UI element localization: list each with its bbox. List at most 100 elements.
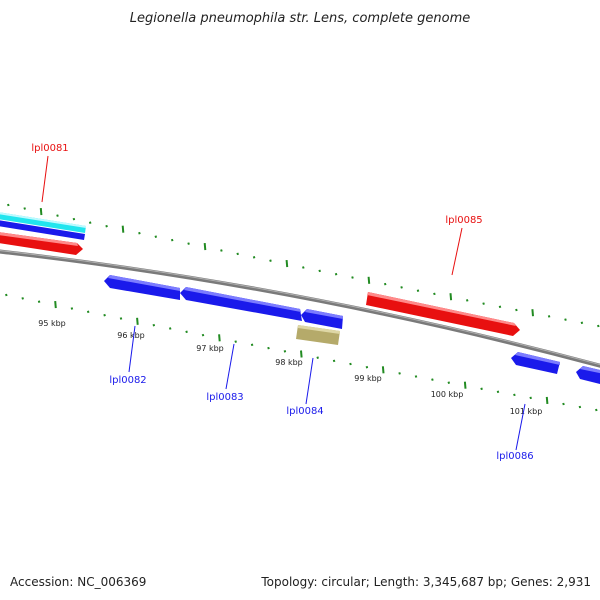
outer-ring-tick [564, 318, 567, 321]
inner-ring-tick [578, 405, 582, 409]
outer-ring-tick [236, 252, 239, 256]
outer-ring-tick [367, 276, 371, 284]
gene-lpl0086[interactable] [511, 352, 560, 374]
gene-lpl0083-arrow-highlight [184, 287, 301, 312]
outer-ring-tick [383, 282, 387, 286]
inner-ring-tick [365, 365, 369, 369]
gene-lpl0083-arrow[interactable] [180, 287, 302, 321]
gene-lpl0085[interactable] [366, 292, 520, 336]
outer-ring-tick [170, 238, 174, 242]
leader-lpl0082 [128, 325, 136, 373]
ruler-label-100: 100 kbp [431, 390, 464, 399]
gene-label-lpl0084[interactable]: lpl0084 [286, 406, 323, 417]
inner-ring-tick [119, 317, 123, 320]
gene-lpl0084[interactable] [301, 309, 343, 329]
leader-lpl0081 [41, 155, 49, 203]
gene-lpl0084-arrow-highlight [305, 309, 343, 319]
gene-lpl0086-arrow-highlight [515, 352, 560, 365]
outer-ring-tick [88, 221, 92, 224]
outer-ring-tick [597, 324, 600, 328]
leader-lpl0086 [515, 403, 526, 451]
outer-ring-tick [580, 321, 584, 325]
map-title: Legionella pneumophila str. Lens, comple… [130, 11, 471, 26]
inner-ring-tick [185, 330, 188, 334]
gene-lpl0085-arrow-highlight [367, 292, 516, 326]
blue-feature-bar [0, 220, 85, 240]
inner-tick-ring [5, 293, 598, 412]
outer-ring-tick [105, 224, 108, 228]
inner-ring-tick [168, 327, 172, 330]
other-feature-bar-highlight [298, 325, 340, 334]
inner-ring-tick [37, 300, 41, 303]
gene-label-lpl0086[interactable]: lpl0086 [496, 451, 533, 462]
leader-lpl0083 [225, 343, 235, 390]
genome-backbone-highlight [0, 250, 600, 366]
inner-ring-tick [136, 317, 139, 325]
inner-ring-tick [545, 396, 549, 404]
outer-ring-tick [531, 309, 534, 317]
outer-ring-tick [56, 214, 59, 217]
outer-ring-tick [416, 289, 420, 292]
topology-text: Topology: circular; Length: 3,345,687 bp… [260, 575, 591, 589]
gene-lpl0086-arrow[interactable] [511, 352, 560, 374]
gene-lpl0082-arrow[interactable] [104, 275, 180, 300]
gene-partial-right[interactable] [576, 366, 600, 385]
gene-label-lpl0082[interactable]: lpl0082 [109, 375, 146, 386]
ruler-label-95: 95 kbp [38, 319, 66, 328]
inner-ring-tick [316, 356, 319, 359]
partial-gene-arrow-highlight [580, 366, 600, 374]
outer-ring-tick [302, 266, 305, 269]
gene-lpl0081-arrow-highlight [0, 232, 78, 246]
outer-ring-tick [220, 249, 223, 252]
inner-ring-tick [480, 387, 483, 391]
inner-ring-tick [332, 359, 336, 363]
inner-ring-tick [513, 393, 516, 397]
inner-ring-tick [398, 372, 401, 375]
inner-ring-tick [250, 343, 254, 347]
outer-ring-tick [465, 299, 469, 302]
inner-ring-tick [300, 350, 303, 358]
inner-ring-tick [86, 310, 90, 314]
inner-ring-tick [463, 381, 467, 389]
leader-lpl0084 [305, 357, 314, 405]
outer-ring-tick [515, 308, 518, 312]
inner-ring-tick [595, 408, 598, 412]
outer-tick-ring [7, 203, 600, 328]
outer-ring-tick [351, 276, 354, 279]
gene-label-lpl0081[interactable]: lpl0081 [31, 143, 68, 154]
outer-ring-tick [203, 243, 207, 251]
gene-label-lpl0085[interactable]: lpl0085 [445, 215, 482, 226]
outer-ring-tick [154, 235, 158, 238]
inner-ring-tick [381, 366, 385, 374]
inner-ring-tick [234, 340, 237, 343]
ruler-label-96: 96 kbp [117, 331, 145, 340]
inner-ring-tick [103, 313, 106, 317]
gene-lpl0082[interactable] [104, 275, 180, 300]
outer-ring-tick [121, 225, 125, 233]
inner-ring-tick [414, 375, 418, 378]
outer-ring-tick [334, 272, 338, 276]
gene-lpl0082-arrow-highlight [108, 275, 180, 291]
inner-ring-tick [431, 378, 434, 381]
leader-lpl0085 [451, 227, 463, 276]
accession-text: Accession: NC_006369 [10, 575, 146, 589]
outer-ring-tick [547, 315, 551, 318]
outer-ring-tick [7, 203, 10, 207]
outer-ring-tick [498, 305, 502, 309]
inner-ring-tick [70, 307, 74, 310]
gene-lpl0083[interactable] [180, 287, 302, 321]
inner-ring-tick [201, 333, 205, 337]
other-feature[interactable] [296, 325, 340, 345]
outer-ring-tick [449, 293, 453, 301]
gene-label-lpl0083[interactable]: lpl0083 [206, 392, 243, 403]
inner-ring-tick [349, 362, 352, 366]
inner-ring-tick [54, 301, 57, 309]
gene-lpl0085-arrow[interactable] [366, 292, 520, 336]
inner-ring-tick [447, 381, 451, 384]
ruler-label-99: 99 kbp [354, 374, 382, 383]
gene-lpl0081-cluster[interactable] [0, 212, 86, 255]
outer-ring-tick [187, 242, 190, 245]
outer-ring-tick [269, 259, 272, 262]
ruler-label-101: 101 kbp [510, 407, 543, 416]
